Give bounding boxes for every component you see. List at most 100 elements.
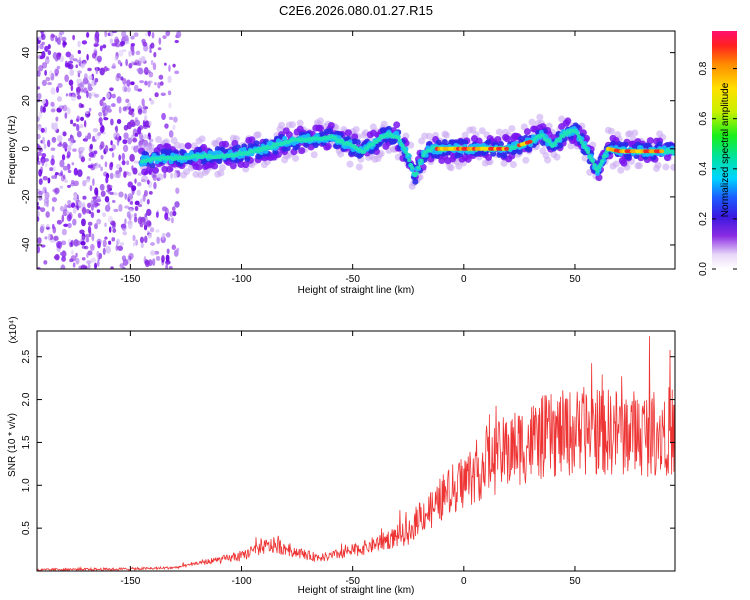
noise-speck bbox=[61, 214, 65, 223]
ridge-mark bbox=[151, 166, 159, 174]
ridge-mark bbox=[497, 140, 504, 147]
noise-speck bbox=[45, 211, 50, 218]
noise-speck bbox=[111, 237, 116, 242]
y-tick-label: -40 bbox=[21, 237, 32, 252]
noise-speck bbox=[58, 105, 65, 110]
noise-speck bbox=[66, 107, 71, 115]
noise-speck bbox=[96, 55, 103, 63]
noise-speck bbox=[144, 235, 148, 244]
noise-speck bbox=[40, 127, 45, 133]
ridge-mark bbox=[670, 163, 675, 171]
ridge-mark bbox=[622, 141, 629, 148]
noise-speck bbox=[94, 202, 101, 206]
noise-speck bbox=[107, 108, 112, 113]
noise-speck bbox=[87, 263, 91, 269]
noise-speck bbox=[134, 119, 141, 127]
noise-speck bbox=[96, 218, 102, 225]
noise-speck bbox=[174, 70, 180, 75]
noise-speck bbox=[64, 112, 68, 119]
noise-speck bbox=[174, 201, 180, 208]
noise-speck bbox=[42, 175, 48, 181]
noise-speck bbox=[90, 200, 94, 206]
noise-speck bbox=[72, 148, 77, 152]
noise-speck bbox=[126, 160, 130, 166]
noise-speck bbox=[80, 240, 86, 246]
ridge-mark bbox=[292, 154, 300, 162]
x-tick-label: -50 bbox=[345, 274, 360, 285]
noise-speck bbox=[52, 139, 56, 144]
noise-speck bbox=[100, 166, 103, 172]
noise-speck bbox=[70, 250, 74, 255]
noise-speck bbox=[136, 181, 142, 187]
x-tick-label: 0 bbox=[461, 274, 467, 285]
noise-speck bbox=[99, 99, 104, 107]
noise-speck bbox=[128, 62, 133, 69]
noise-speck bbox=[46, 56, 50, 60]
noise-speck bbox=[81, 257, 86, 261]
noise-speck bbox=[101, 212, 107, 218]
noise-speck bbox=[73, 239, 79, 247]
x-tick-label: 50 bbox=[569, 274, 581, 285]
noise-speck bbox=[112, 192, 118, 196]
noise-speck bbox=[47, 50, 52, 56]
noise-speck bbox=[158, 74, 164, 80]
noise-speck bbox=[66, 204, 72, 209]
noise-speck bbox=[115, 170, 121, 179]
noise-speck bbox=[41, 41, 45, 46]
noise-speck bbox=[59, 159, 65, 168]
noise-speck bbox=[156, 236, 160, 245]
noise-speck bbox=[47, 81, 52, 86]
noise-speck bbox=[143, 67, 149, 75]
noise-speck bbox=[173, 249, 179, 257]
noise-speck bbox=[66, 213, 72, 222]
ridge-mark bbox=[198, 135, 206, 143]
noise-speck bbox=[88, 92, 92, 100]
noise-speck bbox=[133, 216, 138, 223]
noise-speck bbox=[122, 78, 127, 85]
noise-speck bbox=[72, 58, 78, 62]
noise-speck bbox=[81, 40, 88, 45]
noise-speck bbox=[69, 69, 75, 77]
ridge-mark bbox=[586, 150, 591, 155]
noise-speck bbox=[96, 35, 100, 44]
noise-speck bbox=[150, 99, 155, 105]
noise-speck bbox=[97, 257, 100, 262]
noise-speck bbox=[88, 152, 95, 158]
ridge-mark bbox=[298, 147, 306, 155]
noise-speck bbox=[87, 221, 93, 226]
noise-speck bbox=[113, 132, 117, 139]
noise-speck bbox=[165, 232, 171, 238]
noise-speck bbox=[171, 206, 176, 212]
noise-speck bbox=[62, 165, 68, 171]
noise-speck bbox=[109, 38, 114, 44]
noise-speck bbox=[175, 187, 180, 194]
noise-speck bbox=[94, 93, 100, 98]
noise-speck bbox=[62, 141, 68, 149]
noise-speck bbox=[148, 120, 152, 127]
ridge-mark bbox=[441, 138, 448, 145]
ridge-mark bbox=[178, 143, 186, 151]
noise-speck bbox=[75, 64, 79, 69]
noise-speck bbox=[104, 236, 108, 240]
noise-speck bbox=[137, 126, 142, 135]
noise-speck bbox=[87, 67, 92, 72]
noise-speck bbox=[169, 211, 174, 217]
noise-speck bbox=[132, 242, 136, 247]
noise-speck bbox=[149, 227, 155, 233]
ridge-mark bbox=[288, 121, 296, 129]
noise-speck bbox=[169, 265, 173, 269]
noise-speck bbox=[124, 193, 128, 200]
noise-speck bbox=[109, 162, 113, 171]
ridge-mark bbox=[522, 156, 530, 164]
ridge-mark bbox=[400, 143, 405, 148]
noise-speck bbox=[122, 231, 128, 236]
noise-speck bbox=[98, 163, 101, 168]
snr-y-multiplier-label: (x10⁴) bbox=[8, 316, 19, 343]
noise-speck bbox=[161, 259, 165, 266]
noise-speck bbox=[122, 106, 127, 112]
noise-speck bbox=[84, 135, 88, 142]
noise-speck bbox=[143, 134, 149, 139]
ridge-mark bbox=[165, 165, 173, 173]
noise-speck bbox=[172, 124, 176, 130]
